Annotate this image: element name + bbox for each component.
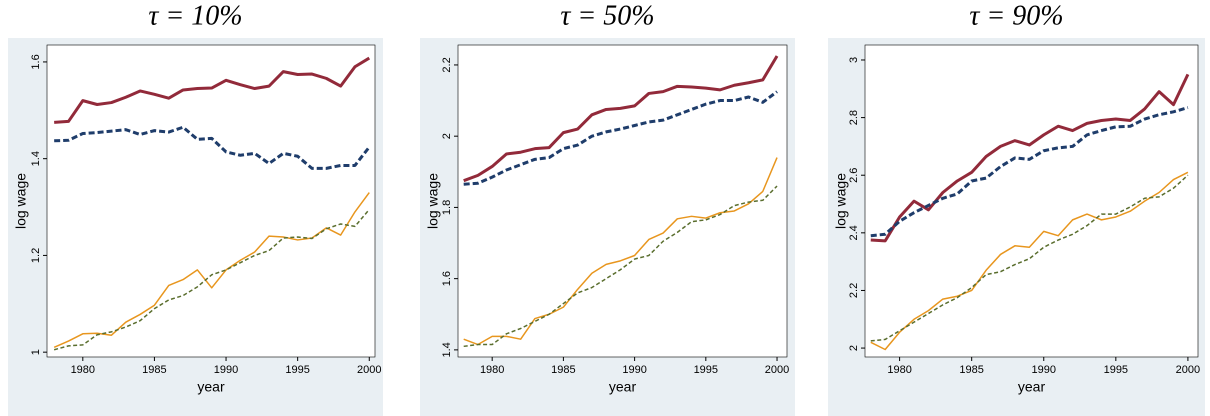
x-axis-label: year <box>1018 379 1046 395</box>
y-tick-label: 1 <box>30 349 42 355</box>
x-tick-label: 1980 <box>887 364 911 376</box>
series-line <box>870 106 1189 238</box>
y-tick-label: 3 <box>848 57 860 63</box>
plot-area <box>46 44 376 358</box>
y-tick-label: 2 <box>848 345 860 351</box>
chart-title: τ = 10% <box>148 0 242 31</box>
x-tick-label: 2000 <box>357 364 381 376</box>
series-line <box>53 208 370 351</box>
x-axis-label: year <box>609 379 637 395</box>
y-tick-label: 1.6 <box>441 271 453 286</box>
series-line <box>463 90 778 186</box>
series-line <box>463 55 779 183</box>
y-tick-label: 1.4 <box>30 151 42 166</box>
x-tick-label: 1980 <box>71 364 95 376</box>
y-tick-label: 2 <box>441 133 453 139</box>
x-tick-label: 1985 <box>959 364 983 376</box>
y-tick-label: 2.6 <box>848 168 860 183</box>
series-line <box>870 174 1189 342</box>
x-tick-label: 2000 <box>765 364 789 376</box>
series-line <box>54 125 371 170</box>
y-axis-label: log wage <box>833 173 849 229</box>
series-line <box>54 56 371 124</box>
plot-area <box>864 44 1199 358</box>
plot-area <box>457 44 788 358</box>
x-tick-label: 1985 <box>551 364 575 376</box>
series-line <box>463 185 778 348</box>
series-line <box>870 171 1189 351</box>
y-axis-label: log wage <box>425 173 441 229</box>
x-tick-label: 1995 <box>285 364 309 376</box>
y-tick-label: 2.2 <box>441 57 453 72</box>
y-tick-label: 1.6 <box>30 54 42 69</box>
chart-title: τ = 90% <box>969 0 1063 31</box>
y-axis-label: log wage <box>13 173 29 229</box>
x-tick-label: 2000 <box>1176 364 1200 376</box>
chart-title: τ = 50% <box>560 0 654 31</box>
x-axis-label: year <box>197 379 225 395</box>
y-tick-label: 1.8 <box>441 200 453 215</box>
y-tick-label: 2.8 <box>848 110 860 125</box>
y-tick-label: 2.2 <box>848 283 860 298</box>
y-tick-label: 1.4 <box>441 342 453 357</box>
x-tick-label: 1990 <box>622 364 646 376</box>
series-line <box>870 73 1190 243</box>
x-tick-label: 1995 <box>694 364 718 376</box>
x-tick-label: 1995 <box>1104 364 1128 376</box>
x-tick-label: 1990 <box>214 364 238 376</box>
x-tick-label: 1985 <box>142 364 166 376</box>
y-tick-label: 1.2 <box>30 248 42 263</box>
x-tick-label: 1980 <box>480 364 504 376</box>
y-tick-label: 2.4 <box>848 225 860 240</box>
x-tick-label: 1990 <box>1032 364 1056 376</box>
